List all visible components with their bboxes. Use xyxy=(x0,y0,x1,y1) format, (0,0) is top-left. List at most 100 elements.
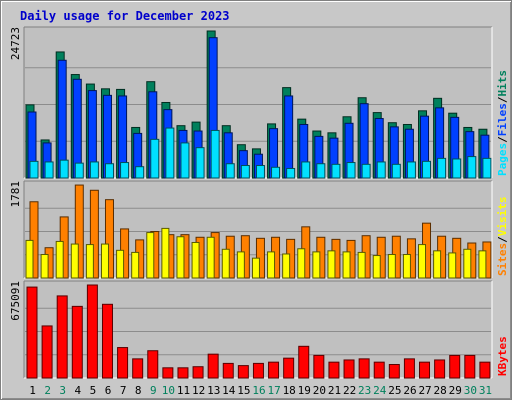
kbytes-bar xyxy=(373,361,385,379)
visits-bar xyxy=(221,248,230,279)
kbytes-bar xyxy=(388,363,400,379)
pages-bar xyxy=(406,161,416,179)
panel-1-ymax-label: 24723 xyxy=(9,27,22,60)
day-label: 11 xyxy=(177,384,190,397)
kbytes-bar xyxy=(313,354,325,379)
files-bar xyxy=(284,95,294,179)
kbytes-bar xyxy=(147,350,159,379)
kbytes-bar xyxy=(283,357,295,379)
pages-bar xyxy=(271,166,281,179)
visits-bar xyxy=(116,249,125,279)
pages-bar xyxy=(482,157,492,179)
pages-bar xyxy=(255,165,265,179)
chart-title: Daily usage for December 2023 xyxy=(20,9,230,23)
visits-bar xyxy=(206,236,215,279)
day-label: 10 xyxy=(162,384,175,397)
kbytes-bar xyxy=(162,367,174,379)
pages-bar xyxy=(195,147,205,179)
day-label: 25 xyxy=(388,384,401,397)
series-label-sites: Sites xyxy=(496,243,509,276)
visits-bar xyxy=(191,241,200,279)
day-label: 30 xyxy=(464,384,477,397)
day-label: 17 xyxy=(267,384,280,397)
kbytes-bar xyxy=(298,345,310,379)
visits-bar xyxy=(297,248,306,279)
day-label: 3 xyxy=(59,384,66,397)
visits-bar xyxy=(312,251,321,279)
kbytes-bar xyxy=(207,353,219,379)
pages-bar xyxy=(180,142,190,179)
kbytes-bar xyxy=(268,361,280,379)
kbytes-bar xyxy=(343,359,355,379)
day-label: 26 xyxy=(403,384,416,397)
visits-bar xyxy=(357,251,366,279)
series-label-pages: Pages xyxy=(496,143,509,176)
visits-bar xyxy=(342,251,351,279)
kbytes-bar xyxy=(56,295,68,379)
visits-bar xyxy=(267,251,276,279)
pages-bar xyxy=(104,163,114,179)
pages-bar xyxy=(316,163,326,179)
pages-bar xyxy=(301,161,311,179)
sites-bar xyxy=(89,189,99,279)
kbytes-bar xyxy=(101,303,113,379)
visits-bar xyxy=(372,255,381,279)
sites-bar xyxy=(104,199,114,279)
day-label: 29 xyxy=(449,384,462,397)
panel-2-ymax-label: 1781 xyxy=(9,181,22,208)
visits-bar xyxy=(25,239,34,279)
visits-bar xyxy=(433,250,442,279)
kbytes-bar xyxy=(192,366,204,379)
pages-bar xyxy=(74,162,84,179)
visits-bar xyxy=(100,243,109,279)
day-label: 31 xyxy=(479,384,492,397)
kbytes-bar xyxy=(434,359,446,379)
visits-bar xyxy=(70,243,79,279)
day-label: 2 xyxy=(44,384,51,397)
kbytes-bar xyxy=(252,362,264,379)
day-label: 19 xyxy=(298,384,311,397)
kbytes-bar xyxy=(419,361,431,379)
pages-bar xyxy=(452,158,462,179)
visits-bar xyxy=(448,252,457,279)
kbytes-bar xyxy=(358,358,370,379)
day-label: 23 xyxy=(358,384,371,397)
kbytes-bar xyxy=(237,365,249,379)
series-label-visits: Visits xyxy=(496,197,509,237)
pages-bar xyxy=(361,163,371,179)
visits-bar xyxy=(282,253,291,279)
pages-bar xyxy=(391,163,401,179)
day-label: 27 xyxy=(418,384,431,397)
day-label: 15 xyxy=(237,384,250,397)
kbytes-bar xyxy=(86,284,98,379)
pages-bar xyxy=(376,161,386,179)
visits-bar xyxy=(176,236,185,279)
kbytes-bar xyxy=(222,362,234,379)
day-label: 1 xyxy=(29,384,36,397)
pages-bar xyxy=(165,127,175,179)
pages-bar xyxy=(437,157,447,179)
sites-bar xyxy=(29,201,39,279)
pages-bar xyxy=(150,138,160,179)
pages-bar xyxy=(29,160,39,179)
series-label-kbytes: KBytes xyxy=(496,336,509,376)
day-label: 4 xyxy=(75,384,82,397)
panel-1-series-label: Pages/Files/Hits xyxy=(496,70,509,176)
visits-bar xyxy=(40,254,49,279)
day-label: 5 xyxy=(90,384,97,397)
series-label-separator: / xyxy=(496,96,509,103)
day-label: 18 xyxy=(283,384,296,397)
panel-2-series-label: Sites/Visits xyxy=(496,197,509,277)
visits-bar xyxy=(251,257,260,279)
visits-bar xyxy=(463,248,472,279)
pages-bar xyxy=(120,162,130,179)
visits-bar xyxy=(418,244,427,279)
day-label: 16 xyxy=(252,384,265,397)
pages-bar xyxy=(210,129,220,179)
pages-bar xyxy=(59,159,69,179)
visits-bar xyxy=(131,251,140,279)
kbytes-bar xyxy=(403,358,415,379)
day-label: 7 xyxy=(120,384,127,397)
